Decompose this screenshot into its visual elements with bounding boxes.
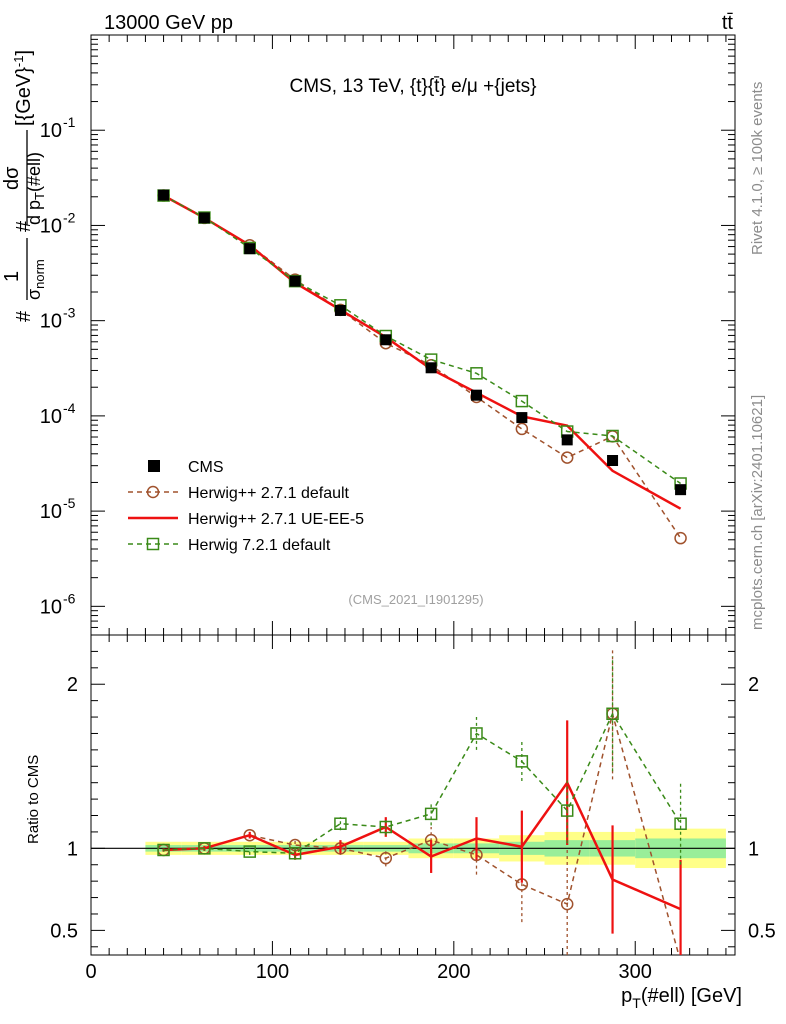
y-axis-label-one: 1 bbox=[1, 271, 23, 282]
ratio-series-point bbox=[157, 843, 170, 857]
cms-data-point bbox=[198, 212, 210, 224]
y-tick-label-exponent: -1 bbox=[63, 114, 76, 130]
y-axis-label-sigma: σnorm bbox=[24, 259, 47, 300]
y-tick-label-exponent: -5 bbox=[63, 495, 76, 511]
ratio-panel-frame bbox=[90, 634, 736, 956]
cms-data-point bbox=[516, 412, 528, 424]
series-point bbox=[470, 367, 483, 380]
cms-data-point bbox=[289, 275, 301, 287]
y-tick-label-exponent: -4 bbox=[63, 400, 76, 416]
legend-marker bbox=[146, 537, 160, 551]
ratio-series-point bbox=[515, 755, 529, 768]
ratio-series-line bbox=[163, 780, 682, 911]
ratio-series-point bbox=[560, 897, 574, 911]
y-axis-label-hash2: # bbox=[13, 220, 35, 232]
legend-label: Herwig++ 2.7.1 UE-EE-5 bbox=[188, 511, 364, 528]
legend-label: Herwig++ 2.7.1 default bbox=[188, 485, 350, 502]
x-axis-label: pT(#ell) [GeV] bbox=[621, 985, 742, 1011]
plot-title: CMS, 13 TeV, {t}{t̄} e/μ +{jets} bbox=[289, 76, 536, 97]
ratio-series-line bbox=[163, 712, 682, 855]
series-line bbox=[163, 194, 682, 510]
ratio-series-point bbox=[606, 707, 619, 721]
ratio-series-point bbox=[470, 727, 483, 740]
analysis-id: (CMS_2021_I1901295) bbox=[348, 592, 483, 607]
ratio-series-point bbox=[198, 842, 211, 855]
series-line bbox=[163, 194, 682, 485]
y-tick-label: 10 bbox=[40, 406, 62, 428]
cms-data-point bbox=[607, 455, 619, 467]
ratio-axis-label: Ratio to CMS bbox=[25, 755, 42, 844]
y-axis-label-units: [{GeV}-1] bbox=[11, 50, 35, 126]
process-label: tt̄ bbox=[722, 12, 734, 34]
energy-label: 13000 GeV pp bbox=[104, 12, 233, 34]
ratio-tick-label-right: 2 bbox=[748, 674, 759, 696]
legend: CMS Herwig++ 2.7.1 default Herwig++ 2.7.1 … bbox=[128, 459, 364, 554]
cms-data-point bbox=[244, 243, 256, 255]
series-point bbox=[515, 422, 529, 436]
y-tick-label-exponent: -3 bbox=[63, 305, 76, 321]
rivet-version-label: Rivet 4.1.0, ≥ 100k events bbox=[749, 82, 766, 255]
series-point bbox=[606, 429, 619, 443]
legend-label: CMS bbox=[188, 459, 224, 476]
main-plot-area bbox=[157, 189, 687, 545]
legend-marker bbox=[148, 460, 160, 472]
cms-data-point bbox=[425, 362, 437, 374]
ratio-series-point bbox=[560, 804, 574, 817]
cms-data-point bbox=[334, 304, 346, 316]
y-axis-label-dpt: d pT(#ell) bbox=[24, 152, 47, 225]
ratio-series-point bbox=[243, 828, 256, 842]
ratio-series-line bbox=[163, 713, 680, 955]
mcplots-label: mcplots.cern.ch [arXiv:2401.10621] bbox=[749, 395, 766, 630]
cms-data-point bbox=[380, 334, 392, 346]
y-axis-label: # 1 σnorm # dσ d pT(#ell) [{GeV}-1] bbox=[1, 50, 47, 322]
cms-data-point bbox=[470, 389, 482, 401]
y-tick-label: 10 bbox=[40, 311, 62, 333]
cms-data-point bbox=[561, 434, 573, 446]
x-tick-label: 0 bbox=[85, 961, 96, 983]
y-axis-label-dsigma: dσ bbox=[1, 166, 23, 190]
y-axis-label-hash1: # bbox=[13, 310, 35, 322]
ratio-series-point bbox=[288, 847, 302, 860]
x-tick-label: 300 bbox=[619, 961, 652, 983]
ratio-plot-area bbox=[91, 648, 735, 955]
ratio-tick-label: 0.5 bbox=[50, 920, 78, 942]
series-point bbox=[560, 451, 574, 464]
ratio-series-point bbox=[424, 807, 438, 821]
cms-data-point bbox=[158, 189, 170, 201]
y-tick-label: 10 bbox=[40, 501, 62, 523]
legend-label: Herwig 7.2.1 default bbox=[188, 537, 331, 554]
y-tick-label: 10 bbox=[40, 120, 62, 142]
ratio-tick-label: 2 bbox=[67, 674, 78, 696]
x-tick-label: 100 bbox=[256, 961, 289, 983]
ratio-series-point bbox=[674, 817, 687, 830]
ratio-series-point bbox=[379, 851, 393, 865]
y-tick-label: 10 bbox=[40, 596, 62, 618]
series-point bbox=[674, 531, 687, 545]
ratio-series-point bbox=[334, 817, 347, 830]
ratio-series-point bbox=[243, 845, 256, 858]
ratio-series-point bbox=[379, 820, 393, 834]
y-tick-label: 10 bbox=[40, 215, 62, 237]
ratio-tick-label-right: 0.5 bbox=[748, 920, 776, 942]
x-tick-label: 200 bbox=[437, 961, 470, 983]
y-tick-label-exponent: -2 bbox=[63, 209, 76, 225]
y-tick-label-exponent: -6 bbox=[63, 590, 76, 606]
series-point bbox=[515, 394, 529, 408]
ratio-tick-label: 1 bbox=[67, 838, 78, 860]
legend-marker bbox=[146, 485, 160, 499]
cms-data-point bbox=[675, 484, 687, 496]
ratio-tick-label-right: 1 bbox=[748, 838, 759, 860]
